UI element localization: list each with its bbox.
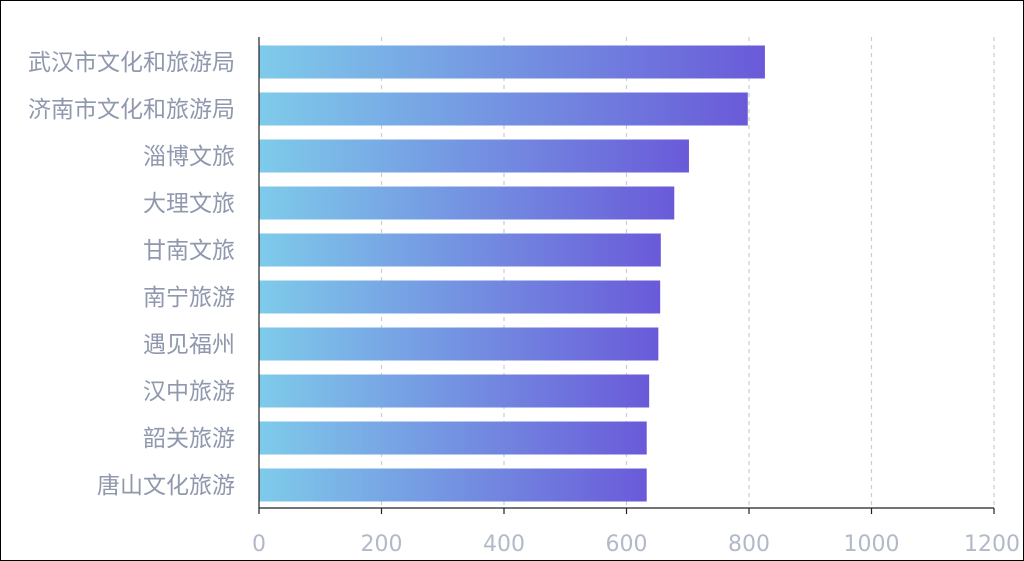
x-tick-label: 1200 <box>964 532 1020 557</box>
x-tick-label: 400 <box>483 532 525 557</box>
category-label: 淄博文旅 <box>143 144 235 170</box>
bar-3[interactable] <box>259 139 689 173</box>
category-label: 济南市文化和旅游局 <box>28 97 235 123</box>
bar-7[interactable] <box>259 327 659 361</box>
bar-8[interactable] <box>259 374 650 408</box>
category-label: 武汉市文化和旅游局 <box>28 50 235 76</box>
category-label: 南宁旅游 <box>143 285 235 311</box>
bar-2[interactable] <box>259 92 748 126</box>
bars <box>259 45 765 502</box>
bar-9[interactable] <box>259 421 647 455</box>
x-tick-label: 0 <box>252 532 266 557</box>
axes <box>258 37 995 514</box>
category-label: 大理文旅 <box>143 191 235 217</box>
category-label: 汉中旅游 <box>143 379 235 405</box>
x-tick-label: 600 <box>606 532 648 557</box>
x-tick-label: 1000 <box>844 532 900 557</box>
category-labels: 武汉市文化和旅游局济南市文化和旅游局淄博文旅大理文旅甘南文旅南宁旅游遇见福州汉中… <box>28 50 235 499</box>
category-label: 遇见福州 <box>143 332 235 358</box>
bar-4[interactable] <box>259 186 675 220</box>
bar-1[interactable] <box>259 45 765 79</box>
category-label: 唐山文化旅游 <box>97 473 235 499</box>
category-label: 韶关旅游 <box>143 426 235 452</box>
bar-5[interactable] <box>259 233 661 267</box>
category-label: 甘南文旅 <box>143 238 235 264</box>
bar-10[interactable] <box>259 468 647 502</box>
bar-6[interactable] <box>259 280 661 314</box>
x-tick-labels: 0 200 400 600 800 1000 1200 <box>252 532 1020 557</box>
x-tick-label: 200 <box>361 532 403 557</box>
x-tick-label: 800 <box>728 532 770 557</box>
